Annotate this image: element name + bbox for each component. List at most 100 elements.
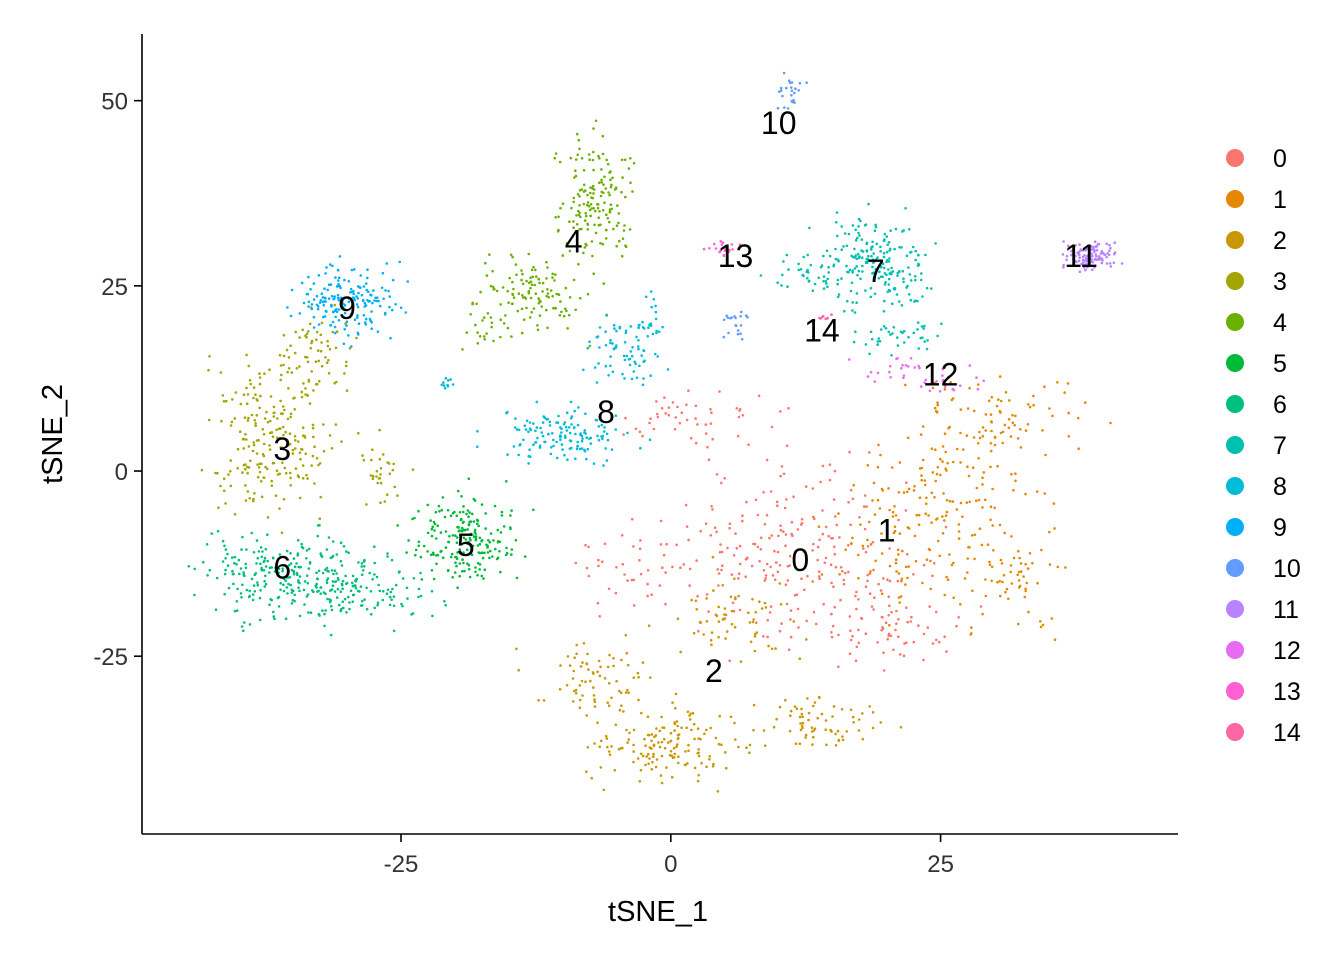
point-cluster-2 xyxy=(810,726,814,729)
point-cluster-10 xyxy=(736,332,740,336)
point-cluster-6 xyxy=(282,589,286,593)
point-cluster-0 xyxy=(756,545,760,549)
point-cluster-0 xyxy=(610,418,613,421)
point-cluster-2 xyxy=(825,743,828,747)
point-cluster-4 xyxy=(598,157,601,160)
point-cluster-0 xyxy=(860,617,864,620)
point-cluster-7 xyxy=(813,282,817,286)
point-cluster-1 xyxy=(877,443,880,447)
point-cluster-1 xyxy=(925,558,929,561)
point-cluster-1 xyxy=(998,375,1002,378)
point-cluster-3 xyxy=(242,447,245,450)
point-cluster-8 xyxy=(592,462,596,465)
point-cluster-5 xyxy=(453,571,457,574)
point-cluster-7 xyxy=(837,260,840,263)
point-cluster-8 xyxy=(550,446,553,449)
point-cluster-7 xyxy=(811,289,815,293)
point-cluster-1 xyxy=(866,464,870,467)
point-cluster-3 xyxy=(306,394,309,397)
point-cluster-3 xyxy=(304,355,307,359)
point-cluster-1 xyxy=(919,433,923,436)
point-cluster-2 xyxy=(602,788,606,792)
point-cluster-1 xyxy=(915,513,918,517)
point-cluster-0 xyxy=(864,632,868,635)
point-cluster-11 xyxy=(1109,246,1112,250)
point-cluster-8 xyxy=(576,440,579,444)
point-cluster-9 xyxy=(370,327,374,331)
point-cluster-5 xyxy=(492,539,495,542)
point-cluster-7 xyxy=(850,281,854,285)
point-cluster-0 xyxy=(832,585,835,588)
point-cluster-2 xyxy=(558,687,562,691)
point-cluster-6 xyxy=(336,576,340,580)
point-cluster-2 xyxy=(899,726,903,729)
point-cluster-1 xyxy=(981,506,984,509)
point-cluster-2 xyxy=(638,780,642,783)
point-cluster-6 xyxy=(243,574,246,578)
point-cluster-5 xyxy=(456,551,459,554)
point-cluster-0 xyxy=(694,417,697,420)
point-cluster-1 xyxy=(939,473,942,477)
point-cluster-9 xyxy=(355,303,359,306)
point-cluster-6 xyxy=(221,560,225,563)
point-cluster-9 xyxy=(315,294,319,298)
point-cluster-8 xyxy=(563,421,567,424)
point-cluster-0 xyxy=(720,550,724,554)
point-cluster-3 xyxy=(258,406,262,410)
point-cluster-5 xyxy=(417,540,421,544)
cluster-label-1: 1 xyxy=(878,512,896,548)
point-cluster-5 xyxy=(505,480,508,483)
point-cluster-0 xyxy=(704,522,708,525)
point-cluster-3 xyxy=(381,453,385,456)
point-cluster-2 xyxy=(572,700,575,703)
point-cluster-2 xyxy=(676,724,679,728)
point-cluster-4 xyxy=(596,203,600,206)
point-cluster-7 xyxy=(878,340,882,343)
point-cluster-5 xyxy=(435,537,438,540)
point-cluster-0 xyxy=(818,538,821,542)
point-cluster-6 xyxy=(305,595,309,598)
point-cluster-0 xyxy=(779,524,782,527)
point-cluster-6 xyxy=(264,582,268,586)
point-cluster-0 xyxy=(741,519,744,523)
point-cluster-2 xyxy=(812,735,815,739)
point-cluster-0 xyxy=(890,610,893,614)
point-cluster-1 xyxy=(991,487,994,491)
point-cluster-11 xyxy=(1083,266,1086,269)
point-cluster-9 xyxy=(378,304,382,308)
point-cluster-6 xyxy=(335,572,338,575)
cluster-label-6: 6 xyxy=(273,549,291,585)
point-cluster-0 xyxy=(857,628,860,632)
point-cluster-0 xyxy=(680,411,684,415)
point-cluster-4 xyxy=(564,286,568,290)
point-cluster-1 xyxy=(999,399,1003,403)
point-cluster-2 xyxy=(697,754,701,758)
point-cluster-3 xyxy=(249,459,252,463)
point-cluster-1 xyxy=(1026,567,1030,570)
point-cluster-5 xyxy=(468,520,471,524)
point-cluster-11 xyxy=(1086,254,1090,257)
point-cluster-6 xyxy=(324,568,327,571)
point-cluster-6 xyxy=(277,571,280,575)
point-cluster-2 xyxy=(646,715,650,718)
point-cluster-1 xyxy=(944,514,948,517)
point-cluster-3 xyxy=(289,344,292,348)
point-cluster-11 xyxy=(1078,243,1081,246)
point-cluster-0 xyxy=(811,549,814,552)
point-cluster-8 xyxy=(506,453,509,456)
point-cluster-9 xyxy=(351,302,355,305)
point-cluster-8 xyxy=(541,421,545,424)
point-cluster-8 xyxy=(596,434,599,438)
point-cluster-8 xyxy=(579,432,582,435)
point-cluster-4 xyxy=(511,302,514,306)
point-cluster-2 xyxy=(646,752,650,756)
cluster-label-10: 10 xyxy=(761,105,797,141)
point-cluster-5 xyxy=(477,551,481,554)
point-cluster-5 xyxy=(480,551,483,555)
point-cluster-2 xyxy=(537,699,540,702)
point-cluster-1 xyxy=(925,496,928,500)
point-cluster-9 xyxy=(334,315,338,319)
point-cluster-4 xyxy=(557,215,560,219)
point-cluster-3 xyxy=(214,471,217,475)
point-cluster-3 xyxy=(241,437,245,441)
